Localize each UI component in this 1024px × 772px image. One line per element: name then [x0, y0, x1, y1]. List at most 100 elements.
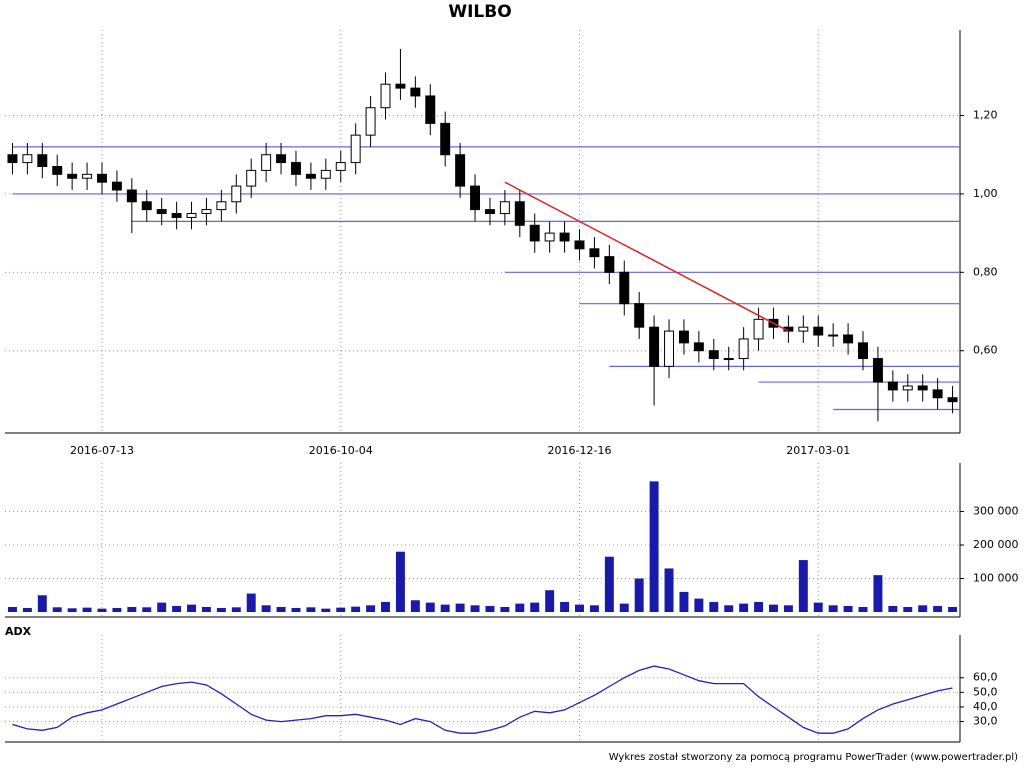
- volume-bar: [425, 602, 435, 612]
- candle-body: [335, 162, 346, 171]
- x-tick-label: 2016-12-16: [548, 444, 612, 457]
- volume-bar: [798, 560, 808, 612]
- volume-bar: [306, 607, 316, 612]
- volume-bar: [291, 607, 301, 612]
- panel-title: ADX: [5, 625, 32, 638]
- volume-bar: [948, 606, 958, 612]
- volume-bar: [261, 605, 271, 612]
- volume-bar: [709, 601, 719, 612]
- candle-body: [664, 330, 674, 367]
- y-tick-label: 1,20: [973, 109, 998, 122]
- volume-bar: [246, 593, 256, 612]
- candle-body: [320, 169, 331, 179]
- volume-bar: [37, 595, 47, 612]
- volume-bar: [201, 606, 211, 612]
- candle-body: [395, 83, 406, 89]
- volume-bar: [97, 608, 107, 612]
- candle-body: [902, 385, 913, 391]
- volume-bar: [82, 607, 92, 612]
- volume-bar: [440, 604, 450, 612]
- candle-body: [261, 154, 272, 171]
- candle-body: [52, 165, 63, 175]
- volume-bar: [410, 600, 420, 612]
- y-tick-label: 50,0: [973, 685, 998, 698]
- candle-body: [947, 397, 958, 403]
- candle-body: [291, 162, 301, 175]
- candle-body: [111, 181, 122, 191]
- candle-body: [171, 213, 182, 218]
- volume-bar: [604, 556, 614, 612]
- y-tick-label: 30,0: [973, 715, 998, 728]
- volume-bar: [22, 607, 32, 612]
- volume-bar: [276, 606, 286, 612]
- candle-body: [141, 201, 152, 211]
- candle-body: [470, 185, 481, 211]
- candle-body: [246, 169, 257, 187]
- volume-bar: [739, 603, 749, 612]
- volume-bar: [7, 606, 17, 612]
- volume-bar: [530, 602, 540, 612]
- candle-body: [186, 213, 197, 218]
- candle-body: [574, 240, 585, 250]
- candle-body: [917, 385, 928, 391]
- candle-body: [693, 342, 704, 352]
- volume-bar: [619, 603, 629, 612]
- y-tick-label: 60,0: [973, 671, 998, 684]
- footer: Wykres został stworzony za pomocą progra…: [609, 752, 1018, 763]
- candle-body: [82, 173, 93, 179]
- candle-body: [529, 224, 540, 242]
- candle-body: [649, 326, 660, 367]
- volume-bar: [231, 607, 241, 612]
- volume-bar: [112, 607, 122, 612]
- candle-body: [410, 87, 421, 97]
- volume-bar: [933, 605, 943, 612]
- candle-body: [544, 232, 555, 242]
- candle-body: [678, 330, 689, 344]
- candle-body: [499, 201, 510, 215]
- volume-bar: [649, 481, 659, 612]
- volume-bar: [127, 606, 137, 612]
- candle-body: [22, 154, 33, 164]
- volume-bar: [172, 605, 182, 612]
- volume-bar: [366, 605, 376, 612]
- candle-body: [828, 334, 839, 337]
- candle-body: [7, 154, 18, 164]
- volume-bar: [888, 605, 898, 612]
- candle-body: [455, 154, 466, 187]
- volume-bar: [515, 603, 525, 612]
- volume-bar: [769, 604, 778, 612]
- volume-bar: [843, 605, 853, 612]
- candle-body: [276, 154, 287, 164]
- x-tick-label: 2016-10-04: [309, 444, 373, 457]
- volume-bar: [694, 598, 704, 612]
- adx-line: [12, 665, 953, 734]
- volume-bar: [351, 606, 361, 612]
- volume-bar: [828, 605, 838, 612]
- volume-bar: [873, 575, 883, 612]
- volume-bar: [903, 606, 913, 612]
- chart-title: WILBO: [448, 2, 511, 22]
- candle-body: [514, 201, 525, 226]
- volume-bar: [918, 605, 928, 612]
- candle-body: [201, 209, 212, 215]
- candle-body: [156, 209, 167, 215]
- candle-body: [634, 303, 645, 328]
- candle-body: [440, 122, 451, 156]
- volume-bar: [395, 551, 405, 612]
- candle-body: [932, 389, 943, 399]
- y-tick-label: 1,00: [973, 187, 998, 200]
- candle-body: [872, 358, 883, 383]
- volume-bar: [575, 604, 584, 612]
- volume-bar: [679, 591, 689, 612]
- candle-body: [798, 326, 809, 332]
- candle-body: [843, 334, 854, 344]
- volume-bar: [455, 603, 465, 612]
- volume-bar: [545, 590, 555, 612]
- volume-bar: [754, 601, 764, 612]
- candle-body: [97, 173, 107, 183]
- candle-body: [231, 185, 242, 203]
- y-tick-label: 300 000: [973, 505, 1019, 518]
- volume-bar: [664, 568, 674, 612]
- volume-bar: [470, 605, 480, 612]
